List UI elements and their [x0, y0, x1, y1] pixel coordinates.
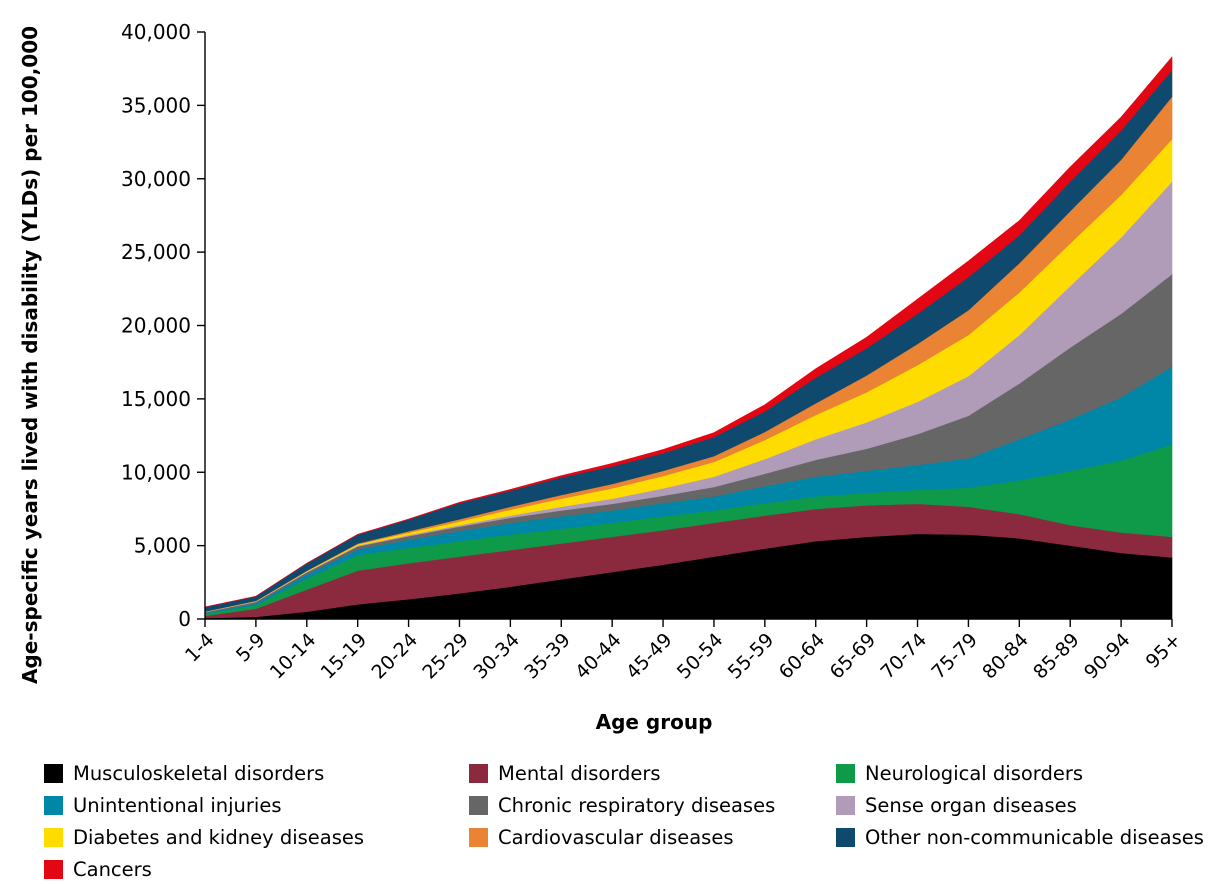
x-tick-label: 65-69: [826, 629, 881, 684]
x-tick-label: 45-49: [622, 629, 677, 684]
legend-swatch: [836, 827, 855, 847]
x-tick-label: 40-44: [571, 629, 626, 684]
x-tick-label: 35-39: [520, 629, 575, 684]
y-tick-label: 30,000: [121, 167, 191, 191]
legend-item: Sense organ diseases: [836, 790, 1077, 820]
legend-label: Unintentional injuries: [73, 793, 282, 817]
legend-item: Mental disorders: [469, 758, 661, 788]
legend-item: Chronic respiratory diseases: [469, 790, 775, 820]
legend-swatch: [44, 795, 63, 815]
x-tick-label: 25-29: [418, 629, 473, 684]
x-tick-label: 75-79: [927, 629, 982, 684]
x-tick-label: 80-84: [978, 629, 1033, 684]
legend-label: Cardiovascular diseases: [498, 825, 734, 849]
x-tick-label: 20-24: [368, 629, 423, 684]
legend-label: Neurological disorders: [865, 761, 1084, 785]
x-tick-label: 95+: [1142, 629, 1186, 673]
x-tick-label: 30-34: [469, 629, 524, 684]
legend-item: Cardiovascular diseases: [469, 822, 734, 852]
y-tick-label: 5,000: [134, 534, 191, 558]
legend-label: Chronic respiratory diseases: [498, 793, 776, 817]
y-axis-title: Age-specific years lived with disability…: [18, 26, 42, 684]
y-tick-label: 35,000: [121, 93, 191, 117]
legend-label: Diabetes and kidney diseases: [73, 825, 365, 849]
legend-swatch: [836, 763, 855, 783]
y-tick-label: 20,000: [121, 314, 191, 338]
x-tick-label: 50-54: [673, 629, 728, 684]
legend: Musculoskeletal disorders Mental disorder…: [44, 758, 1223, 884]
legend-item: Musculoskeletal disorders: [44, 758, 324, 788]
legend-item: Cancers: [44, 854, 152, 884]
legend-swatch: [836, 795, 855, 815]
area-layers: [204, 56, 1173, 620]
x-tick-label: 55-59: [724, 629, 779, 684]
x-tick-label: 85-89: [1029, 629, 1084, 684]
legend-label: Sense organ diseases: [865, 793, 1077, 817]
legend-label: Cancers: [73, 857, 152, 881]
legend-swatch: [44, 763, 63, 783]
legend-item: Diabetes and kidney diseases: [44, 822, 364, 852]
stacked-area-chart: 0 5,000 10,000 15,000 20,000 25,000 30,000 35,0…: [18, 20, 1186, 734]
legend-swatch: [469, 795, 488, 815]
x-tick-label: 70-74: [876, 629, 931, 684]
legend-item: Unintentional injuries: [44, 790, 281, 820]
legend-swatch: [44, 827, 63, 847]
legend-swatch: [469, 763, 488, 783]
legend-label: Musculoskeletal disorders: [73, 761, 325, 785]
x-tick-label: 1-4: [181, 629, 219, 667]
legend-swatch: [469, 827, 488, 847]
y-tick-label: 10,000: [121, 460, 191, 484]
area-cancers: [204, 56, 1173, 608]
legend-item: Neurological disorders: [836, 758, 1083, 788]
x-tick-label: 90-94: [1080, 629, 1135, 684]
x-tick-label: 5-9: [232, 629, 270, 667]
y-tick-label: 40,000: [121, 20, 191, 44]
x-tick-label: 15-19: [317, 629, 372, 684]
y-tick-label: 25,000: [121, 240, 191, 264]
legend-label: Mental disorders: [498, 761, 661, 785]
x-tick-label: 60-64: [775, 629, 830, 684]
x-axis-title: Age group: [596, 710, 713, 734]
legend-item: Other non-communicable diseases: [836, 822, 1204, 852]
y-tick-label: 0: [178, 607, 191, 631]
y-tick-label: 15,000: [121, 387, 191, 411]
legend-label: Other non-communicable diseases: [865, 825, 1204, 849]
legend-swatch: [44, 859, 63, 879]
x-tick-label: 10-14: [266, 629, 321, 684]
